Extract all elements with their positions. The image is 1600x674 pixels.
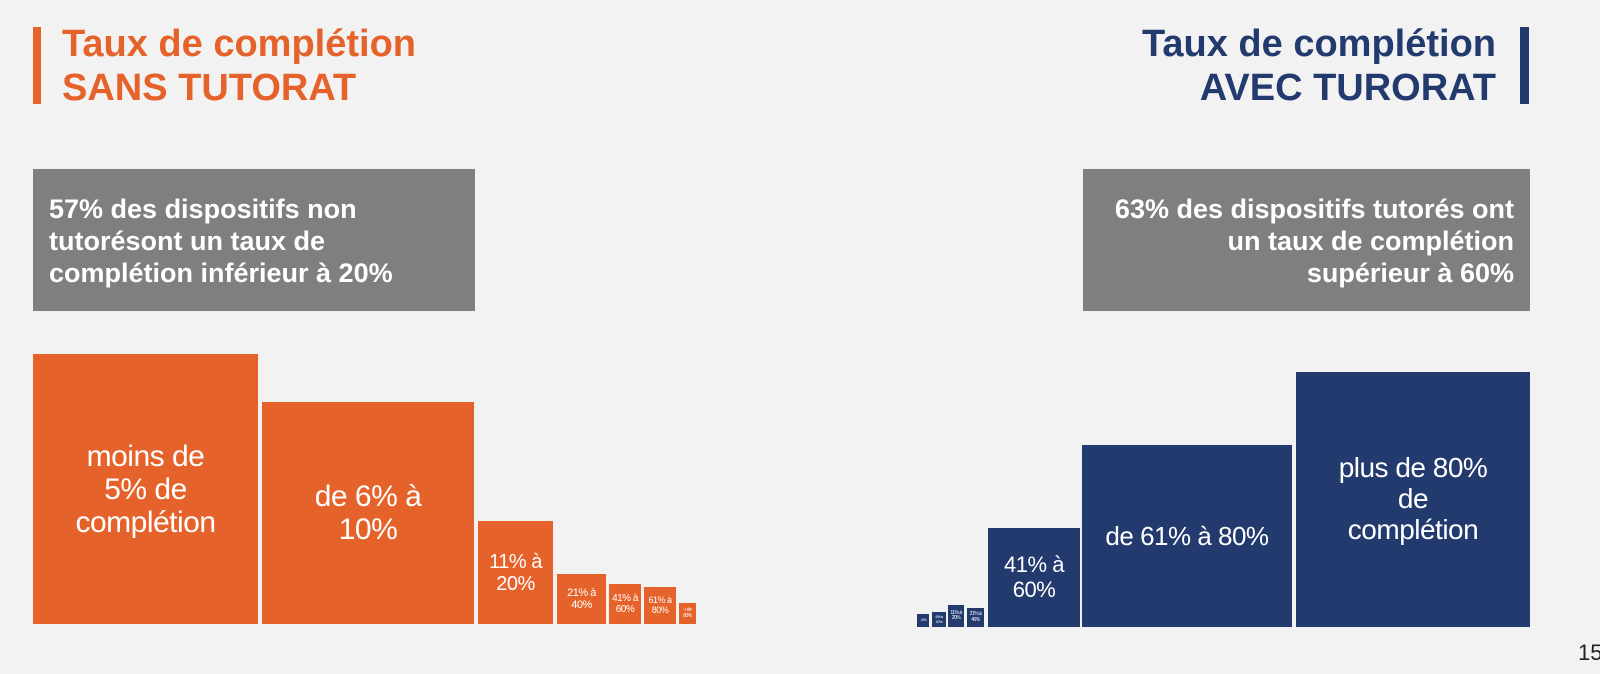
block: plus de 80% de complétion (1296, 372, 1530, 627)
callout: 57% des dispositifs non tutorésont un ta… (33, 169, 475, 311)
title-line: Taux de complétion (1141, 23, 1496, 65)
title: Taux de complétion AVEC TURORAT (1142, 22, 1496, 110)
block: 21% à 40% (557, 574, 606, 624)
block: 11% à 20% (478, 521, 553, 624)
title-line: SANS TUTORAT (62, 67, 357, 109)
page-number: 15 (1578, 640, 1600, 665)
title-line: Taux de complétion (62, 23, 417, 65)
block: - 5% (917, 614, 929, 627)
block: + de 80% (679, 603, 696, 624)
accent-bar (1520, 27, 1529, 104)
block: 11% à 20% (948, 605, 964, 627)
block: moins de 5% de complétion (33, 354, 258, 624)
block: 6% à 10% (932, 612, 946, 627)
block: 61% à 80% (644, 587, 676, 624)
callout: 63% des dispositifs tutorés ont un taux … (1083, 169, 1530, 311)
block: de 61% à 80% (1082, 445, 1292, 627)
title-line: AVEC TURORAT (1199, 67, 1496, 109)
block: 41% à 60% (609, 584, 641, 624)
block: 21% à 40% (967, 608, 984, 627)
block: 41% à 60% (988, 528, 1080, 627)
title: Taux de complétion SANS TUTORAT (62, 22, 416, 110)
block: de 6% à 10% (262, 402, 474, 624)
accent-bar (33, 27, 41, 104)
